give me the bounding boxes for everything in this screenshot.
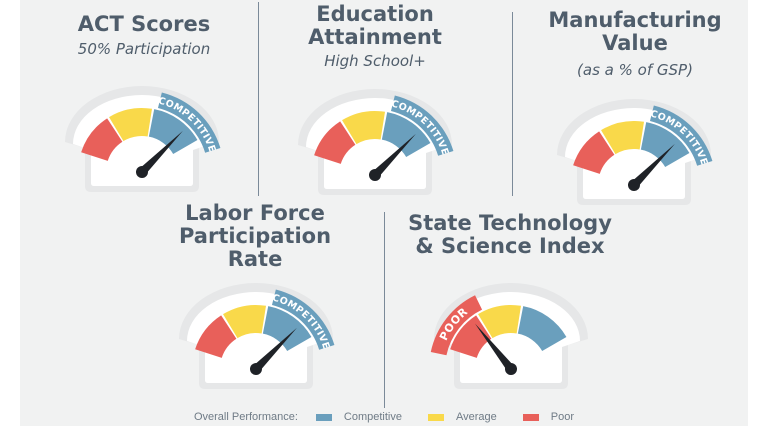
gauge-needle: [137, 130, 183, 177]
gauge-segment-average: [601, 121, 645, 155]
education-title: Education Attainment: [275, 3, 475, 49]
legend-swatch-poor: [522, 413, 539, 421]
gauge-needle-hub: [505, 363, 517, 375]
manufacturing-title: Manufacturing Value: [535, 9, 735, 55]
labor-gauge: COMPETITIVE: [179, 283, 335, 389]
rating-badge: [430, 295, 483, 356]
gauge-segment-average: [342, 111, 386, 145]
rating-badge: [157, 92, 221, 153]
legend-text-average: Average: [455, 411, 497, 423]
manufacturing-title-line-1: Manufacturing: [548, 8, 722, 32]
gauge-needle-hub: [250, 363, 262, 375]
act-gauge: COMPETITIVE: [65, 86, 221, 192]
tech-title-line-2: & Science Index: [415, 234, 605, 258]
tech-title-line-1: State Technology: [408, 211, 612, 235]
tech-title: State Technology & Science Index: [398, 212, 622, 258]
gauge-needle: [370, 133, 416, 180]
gauge-segment-poor: [195, 315, 237, 358]
divider-3: [384, 212, 385, 408]
gauge-segment-poor: [314, 121, 356, 164]
tech-gauge: POOR: [430, 283, 588, 389]
gauge-segment-poor: [81, 118, 123, 161]
legend-item-average: Average: [427, 411, 497, 423]
labor-title: Labor Force Participation Rate: [155, 202, 355, 271]
manufacturing-gauge: COMPETITIVE: [557, 99, 713, 205]
act-title: ACT Scores: [44, 13, 244, 36]
act-title-line: ACT Scores: [77, 12, 211, 36]
labor-title-line-1: Labor Force: [185, 201, 325, 225]
gauge-face: [187, 292, 325, 383]
act-subtitle: 50% Participation: [77, 40, 211, 58]
gauge-needle: [251, 327, 297, 374]
gauge-face: [565, 108, 703, 199]
divider-1: [258, 2, 259, 196]
gauge-face: [73, 95, 211, 186]
gauge-segment-average: [478, 305, 522, 339]
gauge-segment-competitive: [262, 306, 312, 351]
legend-item-poor: Poor: [522, 411, 575, 423]
gauge-segment-competitive: [381, 112, 431, 157]
divider-2: [512, 12, 513, 196]
gauge-needle: [629, 143, 675, 190]
education-subtitle: High School+: [324, 52, 426, 70]
gauge-segment-average: [223, 305, 267, 339]
legend: Overall Performance: Competitive Average…: [0, 408, 768, 426]
gauge-segment-average: [109, 108, 153, 142]
gauge-segment-poor: [573, 131, 615, 174]
education-gauge: COMPETITIVE: [298, 89, 454, 195]
gauge-segment-competitive: [640, 122, 690, 167]
labor-title-line-3: Rate: [227, 247, 283, 271]
legend-label: Overall Performance:: [193, 411, 298, 423]
legend-swatch-competitive: [315, 413, 332, 421]
rating-badge: [390, 95, 454, 156]
legend-text-competitive: Competitive: [343, 411, 402, 423]
gauge-needle-hub: [628, 179, 640, 191]
manufacturing-subtitle: (as a % of GSP): [577, 61, 693, 79]
manufacturing-title-line-2: Value: [602, 31, 668, 55]
gauge-face: [306, 98, 444, 189]
legend-text-poor: Poor: [550, 411, 575, 423]
education-title-line-1: Education: [316, 2, 434, 26]
rating-badge: [649, 105, 713, 166]
legend-item-competitive: Competitive: [315, 411, 402, 423]
gauge-needle-hub: [136, 166, 148, 178]
gauge-segment-competitive: [148, 109, 198, 154]
legend-swatch-average: [427, 413, 444, 421]
rating-badge: [271, 289, 335, 350]
labor-title-line-2: Participation: [178, 224, 332, 248]
gauge-face: [442, 292, 580, 383]
gauge-segment-poor: [450, 315, 492, 358]
education-title-line-2: Attainment: [308, 25, 442, 49]
gauge-needle-hub: [369, 169, 381, 181]
gauge-segment-competitive: [517, 306, 567, 351]
gauge-needle: [474, 323, 515, 374]
